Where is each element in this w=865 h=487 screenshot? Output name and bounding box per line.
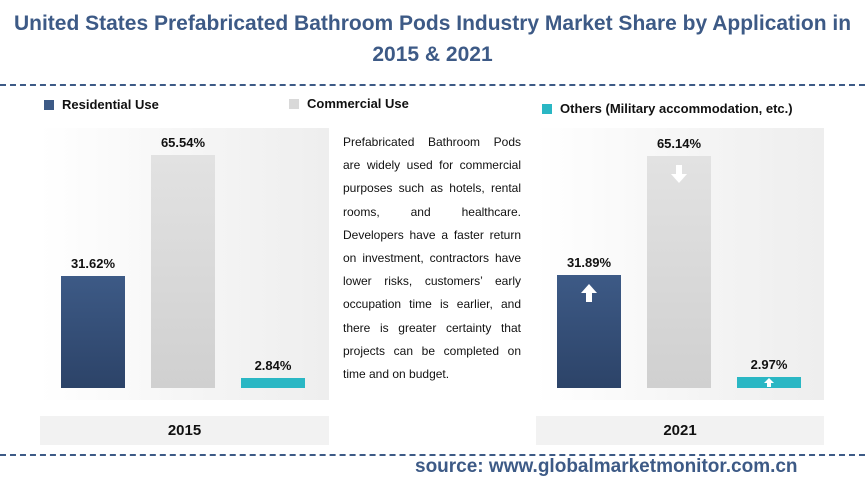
legend-label-residential: Residential Use	[62, 97, 159, 112]
bar-2015-commercial	[151, 155, 215, 388]
year-label-2021: 2021	[536, 416, 824, 445]
legend-others: Others (Military accommodation, etc.)	[542, 101, 793, 116]
data-label-2021-residential: 31.89%	[566, 254, 612, 270]
bottom-divider	[0, 454, 865, 456]
bar-2015-residential	[61, 275, 125, 388]
arrow-down-icon	[671, 165, 687, 184]
source-text: source: www.globalmarketmonitor.com.cn	[415, 456, 798, 477]
legend-label-others: Others (Military accommodation, etc.)	[560, 101, 793, 116]
chart-title: United States Prefabricated Bathroom Pod…	[13, 12, 852, 66]
data-label-2015-residential: 31.62%	[70, 255, 116, 271]
data-label-2015-commercial: 65.54%	[160, 135, 206, 150]
data-label-2021-others: 2.97%	[750, 357, 788, 373]
data-label-2021-commercial: 65.14%	[656, 136, 702, 152]
legend-label-commercial: Commercial Use	[307, 96, 409, 111]
bar-2015-others	[241, 377, 305, 388]
data-label-2015-others: 2.84%	[254, 357, 292, 373]
arrow-up-icon	[581, 283, 597, 302]
top-divider	[0, 84, 865, 86]
legend-swatch-commercial	[289, 98, 299, 109]
arrow-up-icon	[764, 378, 774, 388]
year-label-2015: 2015	[40, 416, 329, 445]
legend-commercial: Commercial Use	[289, 96, 409, 111]
legend-residential: Residential Use	[44, 97, 159, 112]
legend-swatch-residential	[44, 99, 54, 110]
legend-swatch-others	[542, 103, 552, 114]
description-text: Prefabricated Bathroom Pods are widely u…	[343, 135, 521, 382]
bar-2021-commercial	[647, 156, 711, 388]
